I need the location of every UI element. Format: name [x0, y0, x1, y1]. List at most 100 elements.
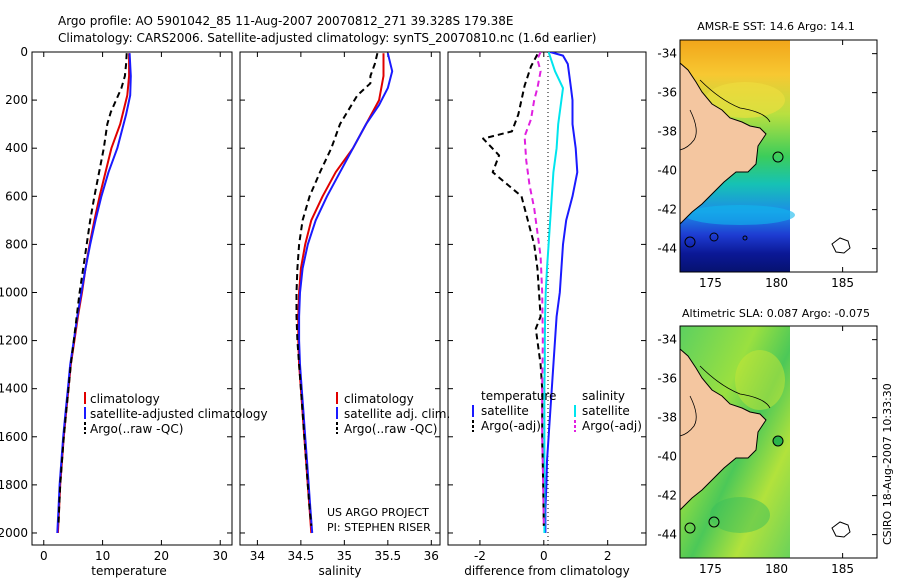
y-tick-label: 200 — [5, 93, 28, 107]
legend-title-temperature: temperature — [481, 389, 556, 403]
map-y-tick-label: -44 — [657, 528, 677, 542]
pi-annotation: PI: STEPHEN RISER — [327, 521, 431, 534]
profile-location-marker — [772, 435, 784, 447]
map-x-tick-label: 175 — [699, 562, 722, 576]
series-line-climatology — [297, 53, 385, 534]
sst-cool-patch — [685, 205, 795, 225]
map-y-tick-label: -42 — [657, 203, 677, 217]
sla-contour — [679, 395, 697, 437]
sla-map-title: Altimetric SLA: 0.087 Argo: -0.075 — [682, 307, 870, 320]
series-line-satellite — [298, 52, 394, 534]
x-tick-label: -2 — [474, 549, 486, 563]
map-y-tick-label: -34 — [657, 333, 677, 347]
legend-label-climatology: climatology — [344, 392, 414, 406]
x-tick-label: 34 — [250, 549, 265, 563]
x-tick-label: 20 — [154, 549, 169, 563]
legend-label-argo: Argo(..raw -QC) — [344, 422, 437, 436]
sst-contour — [699, 79, 771, 123]
temperature-lines — [56, 53, 132, 534]
sla-contour — [699, 365, 771, 409]
x-tick-label: 36 — [424, 549, 439, 563]
sla-low-patch — [710, 497, 770, 533]
y-tick-label: 1200 — [0, 334, 28, 348]
side-timestamp: CSIRO 18-Aug-2007 10:33:30 — [881, 383, 894, 545]
island-outline — [709, 232, 719, 242]
map-y-tick-label: -40 — [657, 450, 677, 464]
salinity-xlabel: salinity — [318, 564, 361, 578]
sst-contour — [679, 109, 697, 151]
temperature-axes — [31, 51, 233, 546]
x-tick-label: 10 — [95, 549, 110, 563]
x-tick-label: 35 — [337, 549, 352, 563]
island-outline — [742, 235, 748, 241]
y-tick-label: 400 — [5, 141, 28, 155]
map-x-tick-label: 175 — [699, 276, 722, 290]
map-y-tick-label: -40 — [657, 164, 677, 178]
x-tick-label: 2 — [604, 549, 612, 563]
y-tick-label: 800 — [5, 237, 28, 251]
legend-title-salinity: salinity — [582, 389, 625, 403]
legend-label-temp-argo: Argo(-adj) — [481, 419, 541, 433]
legend-label-sal-satellite: satellite — [582, 404, 630, 418]
map-y-tick-label: -44 — [657, 242, 677, 256]
sla-high-patch — [735, 350, 785, 410]
figure-title-line1: Argo profile: AO 5901042_85 11-Aug-2007 … — [58, 14, 514, 28]
series-line-temperature-satellite — [544, 52, 579, 533]
salinity-axes — [239, 51, 441, 546]
island-outline — [684, 522, 696, 534]
map-y-tick-label: -42 — [657, 489, 677, 503]
series-line-salinity-argo — [523, 52, 545, 526]
y-tick-label: 1000 — [0, 285, 28, 299]
difference-xlabel: difference from climatology — [464, 564, 630, 578]
series-line-argo — [57, 53, 128, 526]
series-line-salinity-satellite — [543, 52, 564, 533]
series-line-argo — [295, 52, 379, 526]
map-y-tick-label: -36 — [657, 86, 677, 100]
sst-map-title: AMSR-E SST: 14.6 Argo: 14.1 — [697, 20, 855, 33]
temperature-xlabel: temperature — [91, 564, 166, 578]
map-x-tick-label: 185 — [831, 276, 854, 290]
sst-land — [679, 61, 767, 226]
legend-label-satellite: satellite-adjusted climatology — [90, 407, 268, 421]
legend-label-climatology: climatology — [90, 392, 160, 406]
y-tick-label: 0 — [20, 45, 28, 59]
x-tick-label: 35.5 — [374, 549, 401, 563]
island-outline — [684, 236, 696, 248]
legend-label-sal-argo: Argo(-adj) — [582, 419, 642, 433]
project-annotation: US ARGO PROJECT — [327, 506, 429, 519]
chatham-islands-outline — [831, 521, 851, 538]
x-tick-label: 30 — [213, 549, 228, 563]
map-x-tick-label: 180 — [765, 276, 788, 290]
profile-location-marker — [772, 151, 784, 163]
map-y-tick-label: -36 — [657, 372, 677, 386]
y-tick-label: 1400 — [0, 382, 28, 396]
legend-label-argo: Argo(..raw -QC) — [90, 422, 183, 436]
difference-lines — [482, 52, 579, 533]
map-x-tick-label: 185 — [831, 562, 854, 576]
x-tick-label: 0 — [540, 549, 548, 563]
map-y-tick-label: -34 — [657, 47, 677, 61]
y-tick-label: 1600 — [0, 430, 28, 444]
sst-map-axes — [679, 39, 878, 273]
sla-land — [679, 347, 767, 512]
difference-axes — [447, 51, 647, 546]
x-tick-label: 34.5 — [288, 549, 315, 563]
map-y-tick-label: -38 — [657, 411, 677, 425]
series-line-temperature-argo — [482, 53, 545, 526]
figure-title-line2: Climatology: CARS2006. Satellite-adjuste… — [58, 31, 596, 45]
legend-label-satellite: satellite adj. clim. — [344, 407, 450, 421]
x-tick-label: 0 — [40, 549, 48, 563]
map-y-tick-label: -38 — [657, 125, 677, 139]
y-tick-label: 1800 — [0, 478, 28, 492]
sst-warm-patch — [705, 82, 785, 118]
series-line-climatology — [56, 53, 131, 534]
legend-label-temp-satellite: satellite — [481, 404, 529, 418]
series-line-satellite — [56, 53, 132, 534]
island-outline — [708, 516, 720, 528]
y-tick-label: 600 — [5, 189, 28, 203]
chatham-islands-outline — [831, 237, 851, 254]
map-x-tick-label: 180 — [765, 562, 788, 576]
salinity-lines — [295, 52, 394, 534]
sla-map-axes — [679, 325, 878, 559]
